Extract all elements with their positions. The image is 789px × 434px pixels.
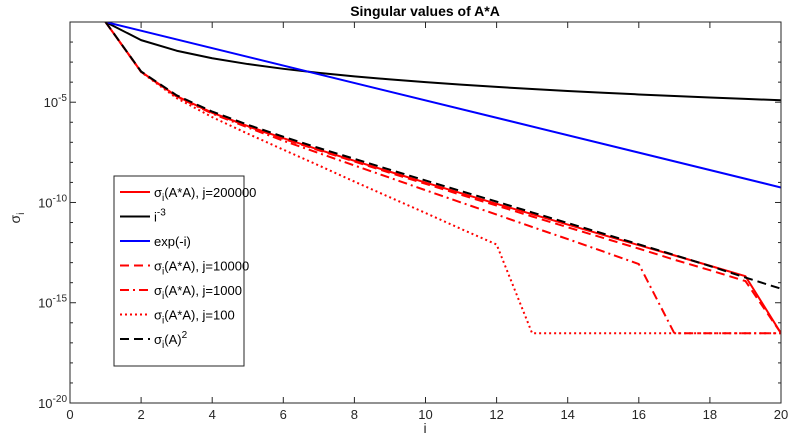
series-line-4	[104, 22, 781, 334]
x-tick-label: 4	[209, 407, 216, 422]
y-axis-label: σi	[7, 213, 27, 224]
series-line-3	[105, 22, 781, 189]
legend-box	[113, 175, 245, 367]
x-tick-label: 16	[632, 407, 646, 422]
x-tick-label: 12	[489, 407, 503, 422]
x-tick-label: 14	[560, 407, 574, 422]
y-tick-label: 10-15	[38, 294, 67, 311]
y-tick-label: 10-5	[44, 93, 68, 110]
y-axis-label-sigma: σ	[7, 214, 23, 223]
legend-label-4: σi(A*A), j=10000	[154, 259, 249, 278]
x-tick-label: 20	[774, 407, 788, 422]
legend-label-3: exp(-i)	[154, 234, 191, 249]
legend-label-1: σi(A*A), j=200000	[154, 185, 256, 204]
y-tick-label: 10-20	[38, 394, 67, 411]
x-tick-label: 6	[280, 407, 287, 422]
x-tick-label: 18	[703, 407, 717, 422]
x-tick-label: 2	[137, 407, 144, 422]
series-group	[104, 22, 781, 335]
x-axis-label: i	[423, 420, 426, 434]
legend-label-5: σi(A*A), j=1000	[154, 283, 242, 302]
x-tick-label: 10	[418, 407, 432, 422]
series-line-7	[104, 22, 781, 290]
y-axis: 10-20 10-15 10-10 10-5	[38, 21, 781, 411]
x-axis: 0 2 4 6 8 10 12 14 16 18 20	[66, 22, 788, 422]
y-tick-label: 10-10	[38, 193, 67, 210]
chart-title: Singular values of A*A	[350, 3, 500, 19]
series-line-2	[105, 22, 781, 102]
legend-label-2: i-3	[154, 208, 166, 225]
legend-label-6: σi(A*A), j=100	[154, 308, 235, 327]
x-tick-label: 8	[351, 407, 358, 422]
x-tick-label: 0	[66, 407, 73, 422]
svg-text:σi: σi	[7, 213, 27, 224]
legend: σi(A*A), j=200000 i-3 exp(-i) σi(A*A), j=10…	[113, 175, 256, 367]
legend-label-7: σi(A)2	[154, 330, 188, 351]
y-axis-label-sub: i	[16, 213, 27, 215]
